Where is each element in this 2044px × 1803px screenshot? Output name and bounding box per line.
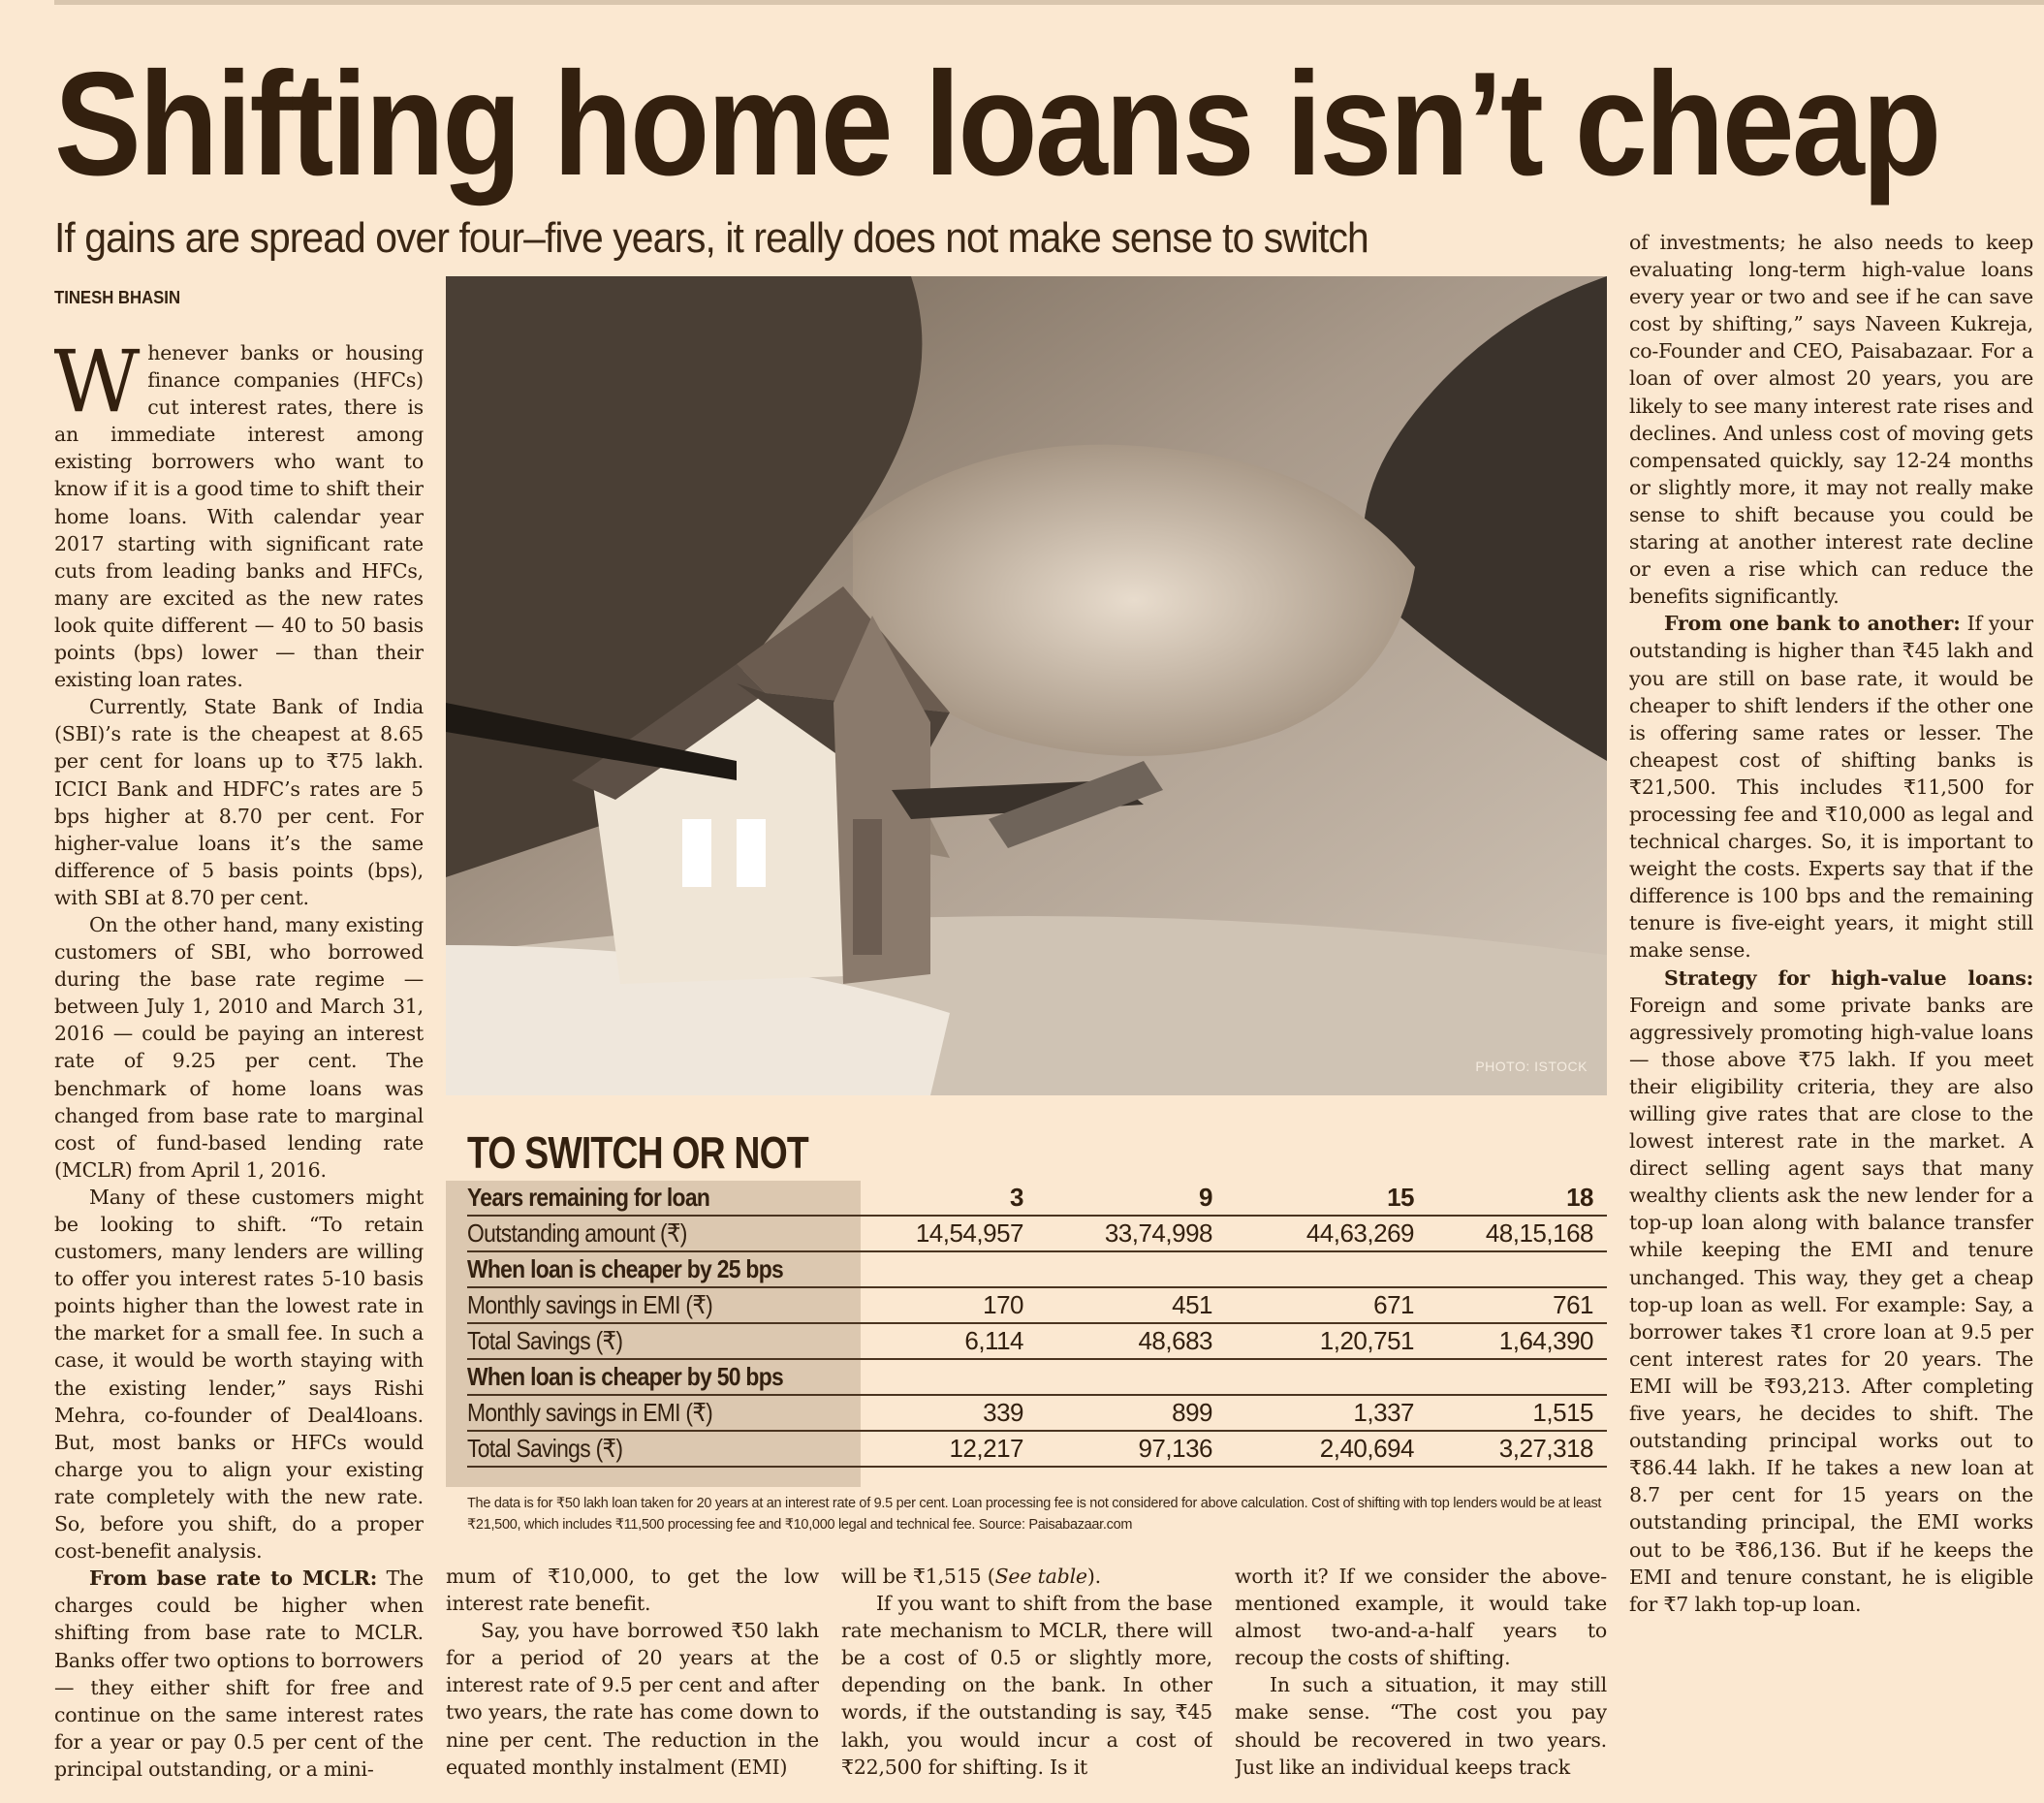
subhead-lead: From one bank to another: xyxy=(1664,612,1961,636)
table-cell: 33,74,998 xyxy=(1104,1218,1213,1248)
table-row: Total Savings (₹) 6,114 48,683 1,20,751 1,64… xyxy=(467,1324,1607,1360)
row-label: Years remaining for loan xyxy=(467,1183,710,1212)
paragraph-text: ). xyxy=(1086,1565,1101,1588)
paragraph-text: Foreign and some private banks are aggre… xyxy=(1629,993,2033,1616)
paragraph: If you want to shift from the base rate … xyxy=(841,1590,1212,1781)
paragraph-text: If your outstanding is higher than ₹45 l… xyxy=(1629,612,2033,963)
paragraph-text: will be ₹1,515 ( xyxy=(841,1565,995,1588)
paragraph-text: Say, you have borrowed ₹50 lakh for a pe… xyxy=(446,1619,819,1779)
article-column-left: W henever banks or housing finance compa… xyxy=(54,339,424,1784)
row-label: Outstanding amount (₹) xyxy=(467,1218,687,1248)
paragraph-text: On the other hand, many existing custome… xyxy=(54,912,424,1182)
table-row: Outstanding amount (₹) 14,54,957 33,74,998… xyxy=(467,1217,1607,1252)
paragraph: henever banks or housing finance compani… xyxy=(54,339,424,693)
table-cell: 9 xyxy=(1199,1183,1212,1212)
paragraph: Many of these customers might be looking… xyxy=(54,1184,424,1565)
table-cell: 48,683 xyxy=(1138,1326,1212,1355)
paragraph: Currently, State Bank of India (SBI)’s r… xyxy=(54,693,424,911)
drop-cap: W xyxy=(54,339,141,431)
top-rule xyxy=(54,0,2044,5)
table-footnote: The data is for ₹50 lakh loan taken for … xyxy=(467,1496,1602,1533)
article-column-bottom-2: will be ₹1,515 (See table). If you want t… xyxy=(841,1563,1212,1784)
paragraph-text: In such a situation, it may still make s… xyxy=(1235,1673,1607,1779)
paragraph-text: of investments; he also needs to keep ev… xyxy=(1629,231,2033,609)
row-label: When loan is cheaper by 50 bps xyxy=(467,1362,784,1391)
table-cell: 899 xyxy=(1172,1398,1212,1427)
headline: Shifting home loans isn’t cheap xyxy=(54,42,1941,206)
article-column-right: of investments; he also needs to keep ev… xyxy=(1629,229,2033,1784)
table-cell: 44,63,269 xyxy=(1305,1218,1415,1248)
paragraph-text: mum of ₹10,000, to get the low interest … xyxy=(446,1565,819,1616)
table-cell: 1,515 xyxy=(1532,1398,1593,1427)
paragraph: worth it? If we consider the above-menti… xyxy=(1235,1563,1607,1671)
paragraph-text: Currently, State Bank of India (SBI)’s r… xyxy=(54,695,424,909)
row-label: Monthly savings in EMI (₹) xyxy=(467,1398,713,1427)
article-column-bottom-1: mum of ₹10,000, to get the low interest … xyxy=(446,1563,819,1784)
table-cell: 18 xyxy=(1566,1183,1593,1212)
row-label: Monthly savings in EMI (₹) xyxy=(467,1290,713,1319)
paragraph: From one bank to another: If your outsta… xyxy=(1629,610,2033,964)
table-cell: 48,15,168 xyxy=(1485,1218,1594,1248)
table-row: When loan is cheaper by 50 bps xyxy=(467,1360,1607,1396)
table-cell: 170 xyxy=(983,1290,1023,1319)
table-row: Total Savings (₹) 12,217 97,136 2,40,694 3,2… xyxy=(467,1432,1607,1468)
switch-table: Years remaining for loan 3 9 15 18 Outstandin… xyxy=(446,1181,1607,1487)
table-cell: 339 xyxy=(983,1398,1023,1427)
photo-credit: PHOTO: ISTOCK xyxy=(1475,1059,1588,1074)
paragraph: From base rate to MCLR: The charges coul… xyxy=(54,1565,424,1783)
paragraph-text: See table xyxy=(994,1565,1087,1588)
byline: TINESH BHASIN xyxy=(54,288,181,307)
paragraph: will be ₹1,515 (See table). xyxy=(841,1563,1212,1590)
table-cell: 2,40,694 xyxy=(1319,1434,1415,1463)
table-label-shade xyxy=(446,1181,861,1487)
article-photo-handshake-house: PHOTO: ISTOCK xyxy=(446,276,1607,1095)
table-row: Monthly savings in EMI (₹) 170 451 671 761 xyxy=(467,1288,1607,1324)
row-label: Total Savings (₹) xyxy=(467,1434,623,1463)
paragraph: On the other hand, many existing custome… xyxy=(54,911,424,1184)
paragraph-text: Many of these customers might be looking… xyxy=(54,1185,424,1564)
table-cell: 6,114 xyxy=(964,1326,1023,1355)
subhead-lead: From base rate to MCLR: xyxy=(89,1566,378,1591)
paragraph-text: The charges could be higher when shiftin… xyxy=(54,1566,424,1781)
table-cell: 3,27,318 xyxy=(1498,1434,1594,1463)
paragraph: mum of ₹10,000, to get the low interest … xyxy=(446,1563,819,1617)
table-cell: 671 xyxy=(1373,1290,1414,1319)
paragraph: In such a situation, it may still make s… xyxy=(1235,1671,1607,1780)
row-label: When loan is cheaper by 25 bps xyxy=(467,1254,784,1283)
subhead-lead: Strategy for high-value loans: xyxy=(1664,965,2033,990)
table-cell: 1,337 xyxy=(1353,1398,1414,1427)
row-label: Total Savings (₹) xyxy=(467,1326,623,1355)
table-cell: 97,136 xyxy=(1138,1434,1212,1463)
table-cell: 14,54,957 xyxy=(915,1218,1024,1248)
table-cell: 761 xyxy=(1553,1290,1593,1319)
paragraph-text: henever banks or housing finance compani… xyxy=(54,341,424,692)
subtitle: If gains are spread over four–five years… xyxy=(54,214,1369,262)
paragraph: of investments; he also needs to keep ev… xyxy=(1629,229,2033,610)
paragraph-text: worth it? If we consider the above-menti… xyxy=(1235,1565,1607,1670)
article-column-bottom-3: worth it? If we consider the above-menti… xyxy=(1235,1563,1607,1784)
table-cell: 1,20,751 xyxy=(1319,1326,1415,1355)
table-title: TO SWITCH OR NOT xyxy=(467,1127,809,1178)
paragraph: Say, you have borrowed ₹50 lakh for a pe… xyxy=(446,1617,819,1781)
table-cell: 451 xyxy=(1172,1290,1212,1319)
table-cell: 1,64,390 xyxy=(1498,1326,1594,1355)
table-cell: 3 xyxy=(1010,1183,1023,1212)
table-row: Monthly savings in EMI (₹) 339 899 1,337 1,5… xyxy=(467,1396,1607,1432)
table-row: When loan is cheaper by 25 bps xyxy=(467,1252,1607,1288)
table-cell: 15 xyxy=(1387,1183,1414,1212)
paragraph: Strategy for high-value loans: Foreign a… xyxy=(1629,965,2033,1618)
paragraph-text: If you want to shift from the base rate … xyxy=(841,1592,1212,1779)
table-row: Years remaining for loan 3 9 15 18 xyxy=(467,1181,1607,1217)
table-cell: 12,217 xyxy=(949,1434,1023,1463)
